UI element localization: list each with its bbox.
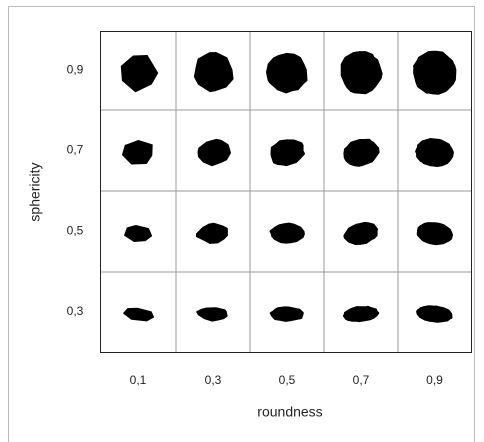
grain-shape bbox=[197, 138, 231, 167]
x-tick-label: 0,1 bbox=[130, 373, 147, 387]
y-axis-label: sphericity bbox=[27, 162, 43, 221]
x-axis-label: roundness bbox=[257, 404, 322, 420]
grain-shape bbox=[193, 51, 234, 93]
grain-shape bbox=[196, 307, 228, 322]
grain-shape bbox=[124, 225, 153, 242]
shape-grid bbox=[100, 31, 471, 352]
grain-shape bbox=[266, 52, 308, 94]
grain-shape bbox=[270, 139, 305, 167]
y-tick-label: 0,5 bbox=[67, 224, 84, 238]
grain-shape bbox=[343, 138, 380, 167]
grain-shape bbox=[342, 305, 380, 323]
frame bbox=[8, 6, 475, 442]
y-tick-label: 0,3 bbox=[67, 304, 84, 318]
grain-shape bbox=[195, 222, 228, 244]
grain-shape bbox=[269, 222, 305, 244]
x-tick-label: 0,7 bbox=[353, 373, 370, 387]
grain-shape bbox=[416, 222, 453, 246]
plot-border bbox=[100, 31, 472, 353]
x-tick-label: 0,3 bbox=[205, 373, 222, 387]
grain-shape bbox=[415, 137, 454, 168]
x-tick-label: 0,5 bbox=[279, 373, 296, 387]
y-tick-label: 0,7 bbox=[67, 143, 84, 157]
grain-shape bbox=[413, 50, 457, 95]
grain-shape bbox=[269, 306, 304, 322]
grain-shape bbox=[340, 51, 383, 95]
y-tick-label: 0,9 bbox=[67, 63, 84, 77]
grain-shape bbox=[123, 307, 154, 322]
grain-shape bbox=[120, 55, 159, 93]
grain-shape bbox=[122, 140, 153, 165]
grain-shape bbox=[343, 221, 379, 246]
x-tick-label: 0,9 bbox=[426, 373, 443, 387]
grain-shape bbox=[416, 305, 453, 323]
